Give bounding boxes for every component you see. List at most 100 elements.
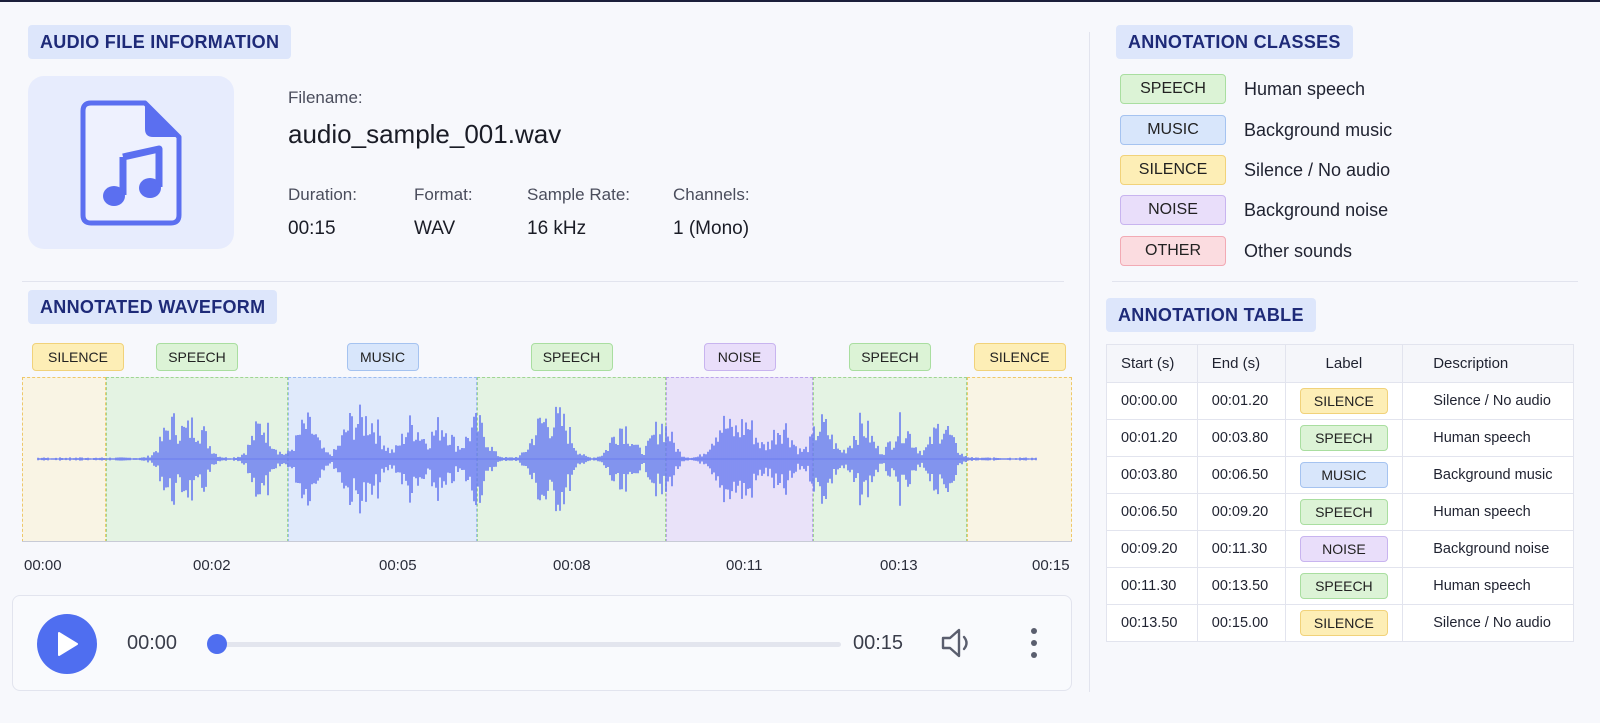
classes-divider [1112, 281, 1578, 282]
class-desc-silence: Silence / No audio [1244, 159, 1391, 180]
segment-label-noise: NOISE [703, 343, 776, 371]
filename-value: audio_sample_001.wav [288, 119, 562, 149]
waveform-signal [37, 404, 1037, 514]
cell-start: 00:03.80 [1106, 456, 1198, 494]
cell-description: Background noise [1402, 530, 1574, 568]
total-time: 00:15 [853, 632, 904, 654]
table-row[interactable]: 00:01.20 00:03.80 SPEECH Human speech [1106, 419, 1574, 457]
cell-end: 00:09.20 [1196, 493, 1286, 531]
volume-icon[interactable] [940, 627, 974, 659]
tick-label: 00:00 [24, 557, 62, 574]
audio-file-icon [80, 100, 182, 225]
waveform-path [37, 404, 1037, 514]
label-chip: SILENCE [1299, 388, 1388, 414]
class-desc-noise: Background noise [1244, 199, 1389, 220]
table-row[interactable]: 00:11.30 00:13.50 SPEECH Human speech [1106, 567, 1574, 605]
table-row[interactable]: 00:06.50 00:09.20 SPEECH Human speech [1106, 493, 1574, 531]
label-chip: MUSIC [1299, 462, 1388, 488]
segment-label-speech: SPEECH [530, 343, 613, 371]
play-icon [58, 632, 78, 656]
cell-description: Silence / No audio [1402, 382, 1574, 420]
class-desc-music: Background music [1244, 119, 1393, 140]
label-chip: SILENCE [1299, 610, 1388, 636]
tick-label: 00:02 [193, 557, 231, 574]
label-chip: SPEECH [1299, 573, 1388, 599]
header-start[interactable]: Start (s) [1106, 344, 1198, 383]
cell-end: 00:13.50 [1196, 567, 1286, 605]
cell-start: 00:09.20 [1106, 530, 1198, 568]
channels-label: Channels: [673, 185, 750, 204]
cell-label: SILENCE [1284, 382, 1404, 420]
file-info-title: AUDIO FILE INFORMATION [28, 25, 292, 59]
segment-label-silence: SILENCE [973, 343, 1066, 371]
cell-end: 00:03.80 [1196, 419, 1286, 457]
cell-label: MUSIC [1284, 456, 1404, 494]
waveform-area[interactable] [22, 377, 1072, 542]
progress-handle[interactable] [207, 634, 227, 654]
table-header-row: Start (s) End (s) Label Description [1106, 344, 1574, 383]
segment-label-music: MUSIC [346, 343, 419, 371]
tick-label: 00:15 [1032, 557, 1070, 574]
cell-end: 00:15.00 [1196, 604, 1286, 642]
waveform-title: ANNOTATED WAVEFORM [28, 290, 278, 324]
cell-start: 00:01.20 [1106, 419, 1198, 457]
channels-value: 1 (Mono) [673, 218, 750, 239]
more-vertical-icon[interactable] [1029, 626, 1039, 660]
cell-description: Human speech [1402, 567, 1574, 605]
class-chip-silence: SILENCE [1120, 155, 1226, 185]
class-desc-speech: Human speech [1244, 78, 1366, 99]
header-label[interactable]: Label [1284, 344, 1404, 383]
class-row-other: OTHER Other sounds [1120, 236, 1352, 266]
label-chip: SPEECH [1299, 499, 1388, 525]
header-description[interactable]: Description [1402, 344, 1574, 383]
tick-label: 00:08 [553, 557, 591, 574]
label-chip: SPEECH [1299, 425, 1388, 451]
tick-label: 00:05 [379, 557, 417, 574]
cell-label: NOISE [1284, 530, 1404, 568]
file-icon-container [28, 76, 234, 249]
class-chip-other: OTHER [1120, 236, 1226, 266]
format-value: WAV [414, 218, 456, 239]
segment-label-silence: SILENCE [32, 343, 124, 371]
cell-end: 00:06.50 [1196, 456, 1286, 494]
class-row-speech: SPEECH Human speech [1120, 74, 1365, 104]
class-chip-music: MUSIC [1120, 115, 1226, 145]
table-row[interactable]: 00:03.80 00:06.50 MUSIC Background music [1106, 456, 1574, 494]
format-label: Format: [414, 185, 473, 204]
progress-track[interactable] [218, 642, 841, 647]
top-border [0, 0, 1600, 2]
cell-description: Silence / No audio [1402, 604, 1574, 642]
filename-label: Filename: [288, 88, 363, 107]
cell-start: 00:06.50 [1106, 493, 1198, 531]
tick-label: 00:13 [880, 557, 918, 574]
class-row-music: MUSIC Background music [1120, 115, 1392, 145]
annotation-table: Start (s) End (s) Label Description 00:0… [1106, 344, 1574, 642]
cell-start: 00:11.30 [1106, 567, 1198, 605]
cell-label: SPEECH [1284, 419, 1404, 457]
table-row[interactable]: 00:09.20 00:11.30 NOISE Background noise [1106, 530, 1574, 568]
duration-value: 00:15 [288, 218, 336, 239]
play-button[interactable] [37, 614, 97, 674]
classes-title: ANNOTATION CLASSES [1116, 25, 1353, 59]
cell-end: 00:11.30 [1196, 530, 1286, 568]
sample-rate-label: Sample Rate: [527, 185, 630, 204]
class-desc-other: Other sounds [1244, 240, 1353, 261]
table-row[interactable]: 00:00.00 00:01.20 SILENCE Silence / No a… [1106, 382, 1574, 420]
cell-start: 00:13.50 [1106, 604, 1198, 642]
audio-player: 00:00 00:15 [12, 595, 1072, 691]
table-row[interactable]: 00:13.50 00:15.00 SILENCE Silence / No a… [1106, 604, 1574, 642]
cell-description: Human speech [1402, 493, 1574, 531]
cell-label: SPEECH [1284, 493, 1404, 531]
segment-label-speech: SPEECH [156, 343, 238, 371]
header-end[interactable]: End (s) [1196, 344, 1286, 383]
waveform-panel[interactable]: 00:00 00:02 00:05 00:08 00:11 00:13 00:1… [22, 335, 1072, 575]
cell-end: 00:01.20 [1196, 382, 1286, 420]
duration-label: Duration: [288, 185, 357, 204]
cell-start: 00:00.00 [1106, 382, 1198, 420]
cell-label: SILENCE [1284, 604, 1404, 642]
cell-description: Human speech [1402, 419, 1574, 457]
section-divider [22, 281, 1064, 282]
class-chip-speech: SPEECH [1120, 74, 1226, 104]
sample-rate-value: 16 kHz [527, 218, 587, 239]
table-title: ANNOTATION TABLE [1106, 298, 1316, 332]
